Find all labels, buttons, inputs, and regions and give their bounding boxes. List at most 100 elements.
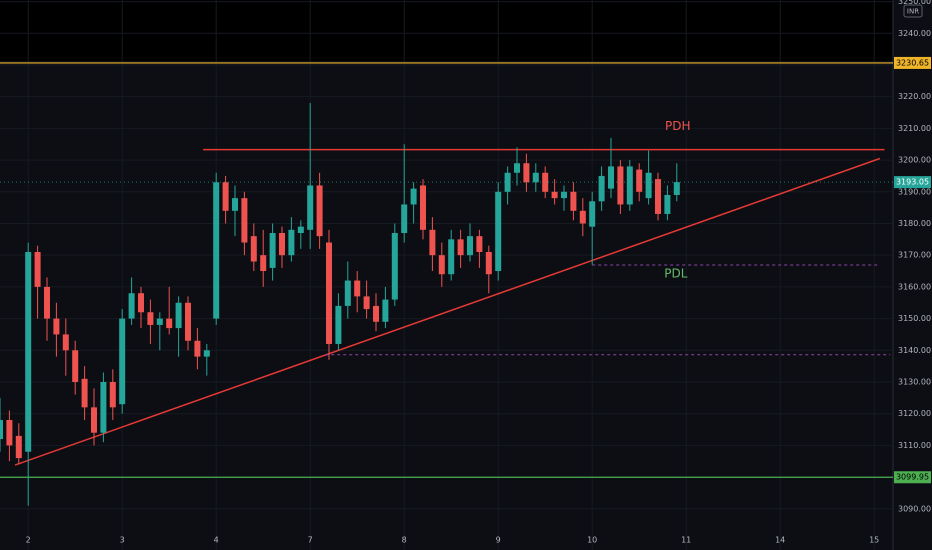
candle-body [429,229,436,256]
candle-body [504,172,511,192]
candle-body [532,172,539,183]
candle-body [222,182,229,211]
candle-body [194,340,201,357]
candle-body [279,232,285,256]
y-tick-label: 3140.00 [898,346,931,355]
candle-body [551,191,558,199]
y-tick-label: 3240.00 [898,29,931,38]
candle-body [448,239,455,275]
candle-body [410,188,417,205]
candle-body [316,185,323,237]
price-tag [894,471,931,484]
candle-body [401,204,408,233]
candle-body [100,381,107,433]
candle-body [128,293,135,319]
candle-body [344,280,351,306]
candle-body [373,305,379,322]
candle-body [0,420,3,440]
candle-body [579,210,586,224]
candle-body [288,229,295,256]
candle-body [53,318,60,335]
candle-body [636,169,643,192]
x-tick-label: 4 [214,536,219,545]
y-tick-label: 3200.00 [898,156,931,165]
candle-body [626,166,633,205]
currency: INR [907,8,919,16]
candle-body [457,239,464,256]
y-tick-label: 3190.00 [898,187,931,196]
x-tick-label: 7 [308,536,313,545]
x-tick-label: 15 [869,536,879,545]
y-tick-label: 3170.00 [898,251,931,260]
y-tick-label: 3090.00 [898,504,931,513]
x-tick-label: 3 [120,536,125,545]
candle-body [617,166,624,205]
candle-body [655,179,661,214]
candle-body [363,296,370,310]
candle-body [62,334,69,351]
candle-body [608,166,614,189]
candle-body [119,318,126,405]
x-tick-label: 14 [775,536,785,545]
candle-body [241,198,248,243]
candle-body [485,252,492,275]
candle-body [664,194,671,214]
candle-body [166,318,173,329]
y-tick-label: 3180.00 [898,219,931,228]
price-tag-label: 3230.65 [896,58,929,67]
y-tick-label: 3210.00 [898,124,931,133]
candle-body [438,255,445,275]
candle-body [598,175,605,202]
candle-body [354,280,361,297]
candle-body [514,163,520,173]
y-tick-label: 3130.00 [898,377,931,386]
candle-body [589,201,596,227]
candle-body [467,236,473,256]
candle-body [645,172,652,199]
candle-body [25,252,32,452]
candle-body [307,185,314,230]
price-tag [894,176,931,189]
candle-body [213,182,220,319]
candle-body [420,185,426,230]
candle-body [156,318,163,325]
candle-body [476,236,483,253]
x-tick-label: 9 [496,536,501,545]
annotation: PDL [664,267,687,281]
candle-body [335,305,342,344]
candle-body [250,236,257,262]
x-tick-label: 10 [587,536,597,545]
currency-box [903,4,923,18]
candle-body [109,381,116,408]
candle-body [232,198,238,211]
candle-body [495,191,502,272]
y-tick-label: 3160.00 [898,282,931,291]
candle-body [34,252,41,287]
x-tick-label: 11 [681,536,691,545]
candle-body [673,182,680,195]
candle-body [138,293,144,313]
candle-body [326,242,332,344]
candle-body [185,302,191,341]
price-tag-label: 3099.95 [896,473,929,482]
y-tick-label: 3150.00 [898,314,931,323]
candle-body [260,255,267,272]
candle-body [570,191,577,211]
candle-body [523,163,530,183]
candle-body [175,302,182,329]
y-tick-label: 3110.00 [898,441,931,450]
y-tick-label: 3220.00 [898,92,931,101]
candle-body [15,435,22,459]
top-band [0,0,893,61]
candle-body [72,350,79,382]
x-tick-label: 8 [402,536,407,545]
candle-body [81,378,88,408]
candle-body [203,350,210,357]
y-tick-label: 3120.00 [898,409,931,418]
price-tag-label: 3193.05 [896,178,929,187]
candle-body [391,232,398,300]
trend-line [14,157,881,466]
annotation: PDH [665,119,691,133]
candle-body [6,420,13,446]
